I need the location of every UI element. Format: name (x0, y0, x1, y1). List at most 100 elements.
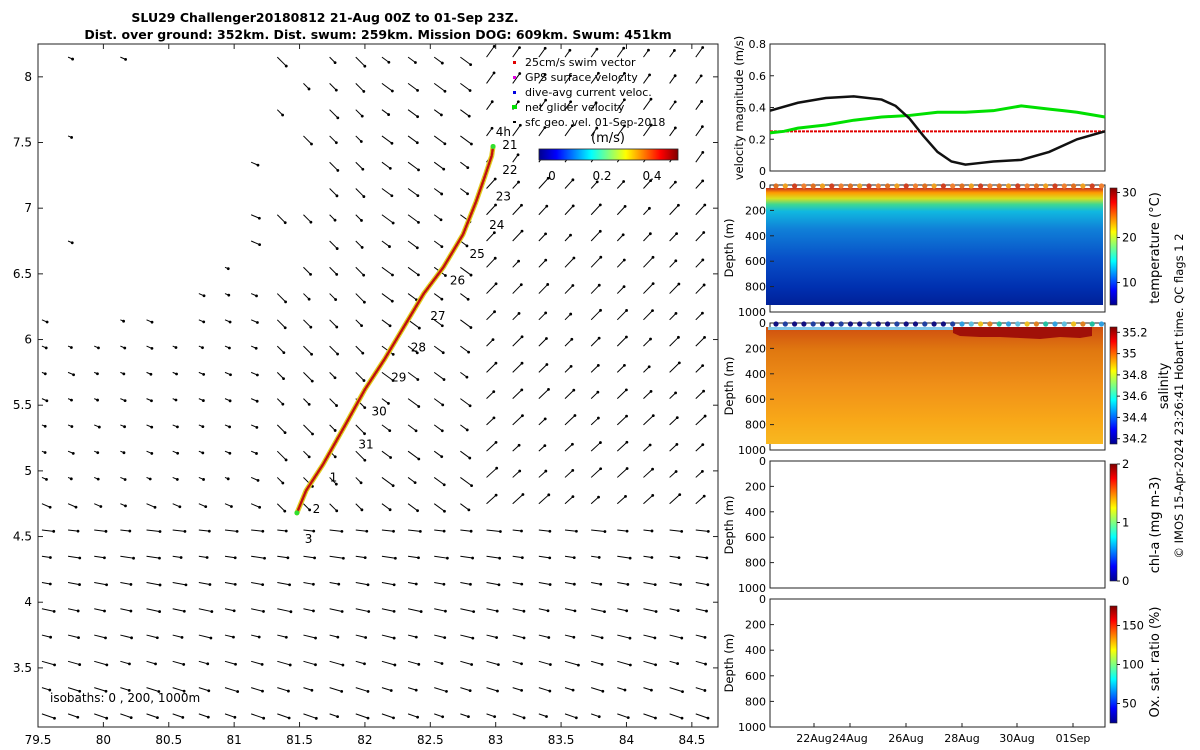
velocity-arrow-head-250 (393, 583, 396, 586)
velocity-arrow-head-454 (601, 690, 604, 693)
track-day-label-3: 23 (496, 189, 511, 203)
temperature-sample-dot-10 (866, 183, 871, 188)
velocity-arrow-head-70 (158, 610, 161, 613)
velocity-arrow-head-206 (334, 376, 337, 379)
velocity-arrow-head-193 (336, 715, 339, 718)
velocity-arrow-head-310 (443, 378, 446, 381)
velocity-arrow-head-179 (312, 530, 315, 533)
velocity-arrow-head-36 (105, 663, 108, 666)
velocity-arrow-head-142 (255, 452, 258, 455)
velocity-arrow-head-277 (417, 556, 420, 559)
velocity-arrow-head-41 (105, 530, 108, 533)
temperature-sample-dot-11 (876, 183, 881, 188)
chl-a-y-label: Depth (m) (722, 496, 736, 555)
velocity-arrow-head-113 (203, 294, 206, 297)
map-x-tick-label-9: 84 (619, 733, 634, 747)
track-day-label-10: 30 (371, 405, 386, 419)
velocity-arrow-head-463 (599, 441, 602, 444)
velocity-arrow-head-118 (233, 609, 236, 612)
velocity-arrow-head-385 (518, 444, 521, 447)
velocity-arrow-head-391 (520, 283, 523, 286)
velocity-arrow-head-226 (365, 530, 368, 533)
velocity-arrow-head-536 (679, 583, 682, 586)
salinity-sample-dot-18 (941, 321, 946, 326)
velocity-arrow-head-19 (77, 636, 80, 639)
velocity-arrow-head-354 (498, 583, 501, 586)
velocity-arrow-head-147 (256, 321, 259, 324)
velocity-arrow-head-146 (255, 347, 258, 350)
velocity-y-tick-label-0: 0 (759, 165, 766, 178)
velocity-arrow-head-127 (229, 373, 232, 376)
track-day-label-9: 29 (391, 371, 406, 385)
salinity-y-tick-label-2: 400 (745, 368, 766, 381)
velocity-arrow-head-561 (705, 610, 708, 613)
velocity-arrow-head-562 (706, 583, 709, 586)
temperature-sample-dot-20 (959, 183, 964, 188)
velocity-arrow-head-150 (258, 217, 261, 220)
velocity-arrow-head-343 (466, 192, 469, 195)
velocity-arrow-head-137 (261, 583, 264, 586)
velocity-arrow-head-265 (390, 194, 393, 197)
velocity-arrow-head-169 (284, 221, 287, 224)
velocity-arrow-head-580 (700, 100, 703, 103)
velocity-arrow-head-520 (651, 309, 654, 312)
velocity-arrow-head-331 (467, 509, 470, 512)
velocity-arrow-head-365 (495, 282, 498, 285)
map-x-tick-label-1: 80 (96, 733, 111, 747)
oxygen-y-tick-label-1: 200 (745, 619, 766, 632)
velocity-arrow-head-56 (128, 530, 131, 533)
velocity-arrow-head-111 (201, 346, 204, 349)
velocity-arrow-head-284 (416, 378, 419, 381)
velocity-arrow-head-378 (523, 636, 526, 639)
velocity-arrow-head-152 (288, 717, 291, 720)
velocity-arrow-head-131 (227, 267, 230, 270)
time-x-tick-label-4: 30Aug (999, 732, 1034, 745)
speed-colorbar-title: (m/s) (591, 131, 625, 146)
velocity-arrow-head-234 (360, 324, 363, 327)
track-day-label-1: 21 (502, 138, 517, 152)
velocity-arrow-head-163 (284, 431, 287, 434)
velocity-arrow-head-461 (597, 496, 600, 499)
velocity-arrow-head-419 (544, 232, 547, 235)
velocity-arrow-head-219 (367, 717, 370, 720)
velocity-arrow-head-120 (234, 556, 237, 559)
temperature-sample-dot-25 (1006, 183, 1011, 188)
velocity-arrow-head-312 (441, 324, 444, 327)
salinity-sample-dot-19 (950, 321, 955, 326)
velocity-arrow-head-122 (230, 505, 233, 508)
velocity-arrow-head-28 (70, 399, 73, 402)
isobaths-annotation: isobaths: 0 , 200, 1000m (50, 691, 200, 705)
oxygen-y-tick-label-4: 800 (745, 695, 766, 708)
velocity-arrow-head-431 (574, 610, 577, 613)
velocity-arrow-head-531 (681, 717, 684, 720)
salinity-sample-dot-1 (783, 321, 788, 326)
time-x-tick-label-1: 24Aug (832, 732, 867, 745)
velocity-arrow-head-515 (649, 444, 652, 447)
velocity-arrow-head-229 (363, 459, 366, 462)
velocity-arrow-head-534 (680, 637, 683, 640)
velocity-arrow-head-282 (415, 429, 418, 432)
chl-a-y-tick-label-0: 0 (759, 455, 766, 468)
velocity-arrow-head-171 (285, 65, 288, 68)
velocity-arrow-head-472 (599, 203, 602, 206)
velocity-arrow-head-324 (469, 689, 472, 692)
salinity-sample-dot-28 (1034, 321, 1039, 326)
velocity-arrow-head-39 (105, 583, 108, 586)
chl-a-colorbar-tick-label-1: 1 (1122, 516, 1129, 530)
temperature-y-tick-label-4: 800 (745, 281, 766, 294)
velocity-arrow-head-411 (543, 444, 546, 447)
velocity-arrow-head-30 (70, 346, 73, 349)
velocity-arrow-head-241 (360, 140, 363, 143)
salinity-sample-dot-35 (1099, 321, 1104, 326)
velocity-arrow-head-297 (441, 715, 444, 718)
velocity-arrow-head-418 (544, 259, 547, 262)
chl-a-axis-ticks: 02004006008001000 (738, 455, 774, 595)
salinity-sample-dot-6 (829, 321, 834, 326)
velocity-arrow-head-149 (258, 243, 261, 246)
legend-item-net: net glider velocity (525, 101, 625, 114)
velocity-arrow-head-84 (182, 663, 185, 666)
velocity-arrow-head-327 (472, 610, 475, 613)
velocity-arrow-head-538 (680, 530, 683, 533)
velocity-arrow-head-368 (494, 204, 497, 207)
velocity-arrow-head-437 (571, 443, 574, 446)
